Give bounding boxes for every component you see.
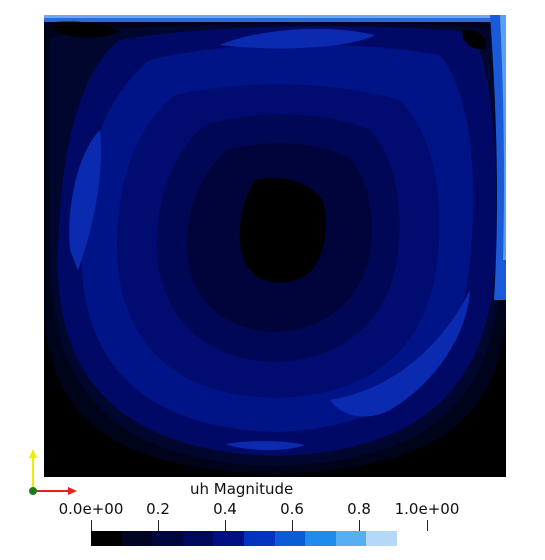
colorbar-swatch (121, 531, 153, 546)
right-wall-jet (490, 15, 506, 300)
colorbar-swatch (182, 531, 214, 546)
corner-vortex-left (55, 21, 120, 38)
colorbar-swatch (152, 531, 184, 546)
y-axis-arrowhead (29, 449, 37, 458)
colorbar-swatch (244, 531, 275, 546)
colorbar-swatch (305, 531, 337, 546)
colorbar-tick (225, 520, 226, 531)
right-wall-jet-inner (500, 15, 506, 260)
lid-layer-1 (44, 15, 506, 22)
left-streak (69, 130, 102, 270)
corner-vortex-right (462, 29, 487, 50)
origin-dot (29, 487, 37, 495)
colorbar-swatch (274, 531, 306, 546)
colorbar-tick (359, 520, 360, 531)
colorbar-min-label: 0.0e+00 (58, 500, 124, 518)
colorbar-tick (91, 520, 92, 531)
x-axis-arrowhead (68, 487, 77, 495)
colorbar-swatch (335, 531, 367, 546)
colorbar-swatch (91, 531, 122, 546)
colorbar-tick-label: 0.2 (146, 500, 170, 518)
colorbar-tick-label: 0.4 (213, 500, 237, 518)
bottom-streak (225, 441, 305, 451)
colorbar-tick (427, 520, 428, 531)
top-streak (220, 28, 375, 49)
colorbar-max-label: 1.0e+00 (394, 500, 460, 518)
bottom-right-streak (330, 290, 470, 417)
vortex-core (239, 178, 326, 283)
colorbar-tick-label: 0.6 (280, 500, 304, 518)
colorbar-tick-label: 0.8 (347, 500, 371, 518)
colorbar-tick (292, 520, 293, 531)
colorbar-title: uh Magnitude (190, 480, 294, 498)
lid-layer-2 (44, 15, 506, 18)
colorbar-swatch (213, 531, 245, 546)
colorbar-tick (158, 520, 159, 531)
colorbar-swatch (366, 531, 398, 546)
